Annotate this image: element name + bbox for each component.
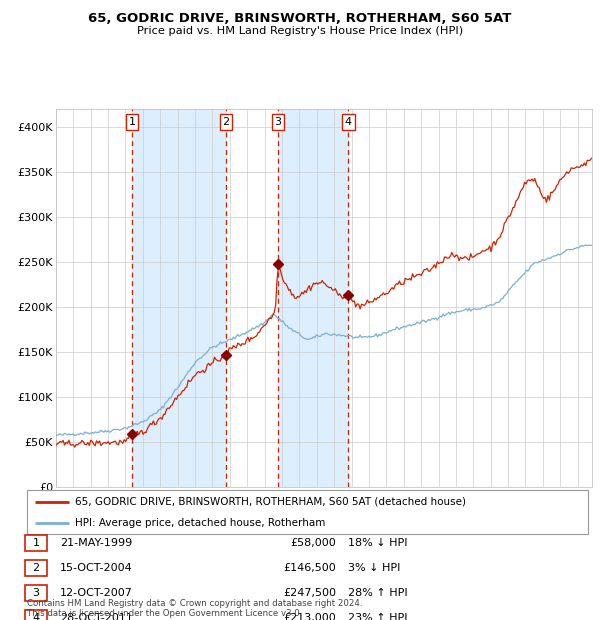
Text: 3: 3 xyxy=(275,117,281,127)
Text: 65, GODRIC DRIVE, BRINSWORTH, ROTHERHAM, S60 5AT: 65, GODRIC DRIVE, BRINSWORTH, ROTHERHAM,… xyxy=(88,12,512,25)
FancyBboxPatch shape xyxy=(25,585,47,601)
Text: 18% ↓ HPI: 18% ↓ HPI xyxy=(348,538,407,548)
Text: £247,500: £247,500 xyxy=(283,588,336,598)
Text: 65, GODRIC DRIVE, BRINSWORTH, ROTHERHAM, S60 5AT (detached house): 65, GODRIC DRIVE, BRINSWORTH, ROTHERHAM,… xyxy=(74,497,466,507)
Text: £146,500: £146,500 xyxy=(283,563,336,573)
Bar xyxy=(132,108,226,487)
Text: 1: 1 xyxy=(128,117,136,127)
Text: This data is licensed under the Open Government Licence v3.0.: This data is licensed under the Open Gov… xyxy=(27,609,302,618)
Bar xyxy=(278,108,349,487)
Text: 12-OCT-2007: 12-OCT-2007 xyxy=(60,588,133,598)
Text: £213,000: £213,000 xyxy=(283,613,336,620)
Text: 15-OCT-2004: 15-OCT-2004 xyxy=(60,563,133,573)
Text: 1: 1 xyxy=(32,538,40,548)
FancyBboxPatch shape xyxy=(25,609,47,620)
Text: 23% ↑ HPI: 23% ↑ HPI xyxy=(348,613,407,620)
FancyBboxPatch shape xyxy=(25,560,47,577)
Text: 21-MAY-1999: 21-MAY-1999 xyxy=(60,538,132,548)
Text: 2: 2 xyxy=(223,117,230,127)
Text: 4: 4 xyxy=(32,613,40,620)
FancyBboxPatch shape xyxy=(27,490,588,534)
Text: 2: 2 xyxy=(32,563,40,573)
Text: £58,000: £58,000 xyxy=(290,538,336,548)
Text: 3% ↓ HPI: 3% ↓ HPI xyxy=(348,563,400,573)
Text: Price paid vs. HM Land Registry's House Price Index (HPI): Price paid vs. HM Land Registry's House … xyxy=(137,26,463,36)
Text: Contains HM Land Registry data © Crown copyright and database right 2024.: Contains HM Land Registry data © Crown c… xyxy=(27,600,362,608)
FancyBboxPatch shape xyxy=(25,534,47,551)
Text: 4: 4 xyxy=(345,117,352,127)
Text: 28-OCT-2011: 28-OCT-2011 xyxy=(60,613,133,620)
Text: 28% ↑ HPI: 28% ↑ HPI xyxy=(348,588,407,598)
Text: HPI: Average price, detached house, Rotherham: HPI: Average price, detached house, Roth… xyxy=(74,518,325,528)
Text: 3: 3 xyxy=(32,588,40,598)
